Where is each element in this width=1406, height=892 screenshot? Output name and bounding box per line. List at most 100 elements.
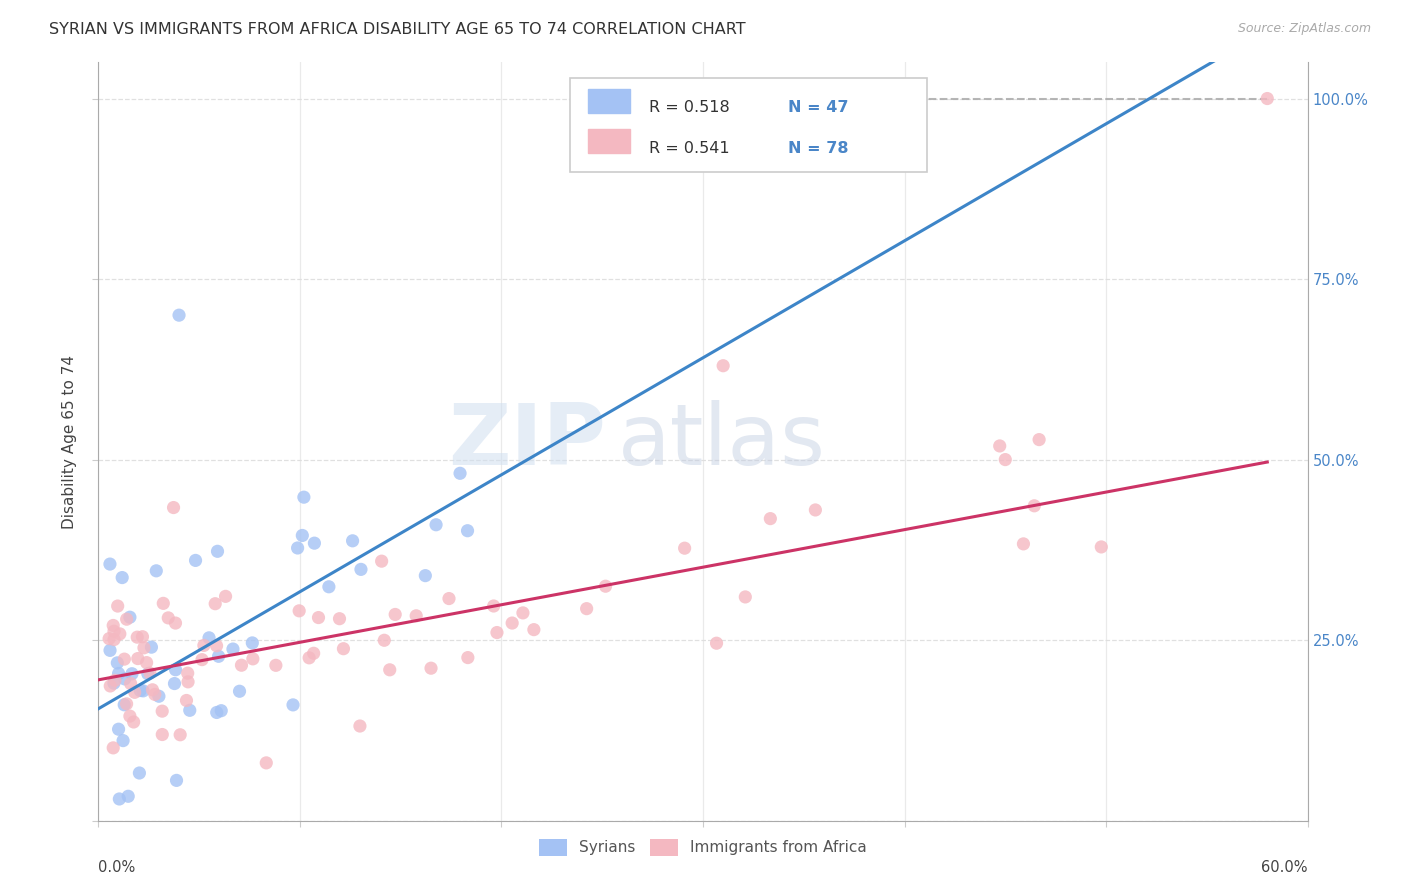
- Text: SYRIAN VS IMMIGRANTS FROM AFRICA DISABILITY AGE 65 TO 74 CORRELATION CHART: SYRIAN VS IMMIGRANTS FROM AFRICA DISABIL…: [49, 22, 745, 37]
- Point: [122, 714, 145, 729]
- Point: [165, 663, 187, 677]
- Point: [231, 658, 253, 673]
- Point: [135, 656, 157, 670]
- Point: [759, 511, 782, 525]
- Point: [103, 618, 125, 632]
- Point: [193, 639, 215, 653]
- Point: [298, 650, 321, 665]
- Point: [304, 536, 326, 550]
- Point: [129, 683, 152, 698]
- Point: [302, 646, 325, 660]
- Point: [595, 579, 617, 593]
- Text: N = 47: N = 47: [787, 101, 848, 115]
- Point: [136, 666, 159, 681]
- Point: [673, 541, 696, 556]
- Point: [281, 698, 304, 712]
- Point: [264, 658, 287, 673]
- Y-axis label: Disability Age 65 to 74: Disability Age 65 to 74: [62, 354, 77, 529]
- Point: [242, 652, 264, 666]
- Point: [373, 633, 395, 648]
- Point: [107, 666, 129, 681]
- Point: [105, 656, 128, 670]
- Point: [734, 590, 756, 604]
- Point: [205, 706, 228, 720]
- Point: [141, 640, 163, 655]
- Point: [342, 533, 364, 548]
- Point: [1024, 499, 1046, 513]
- Point: [254, 756, 277, 770]
- Point: [112, 652, 135, 666]
- Point: [1090, 540, 1112, 554]
- Point: [169, 728, 191, 742]
- Point: [163, 676, 186, 690]
- Point: [1012, 537, 1035, 551]
- Point: [437, 591, 460, 606]
- Point: [127, 651, 149, 665]
- Point: [114, 672, 136, 686]
- Point: [143, 687, 166, 701]
- Point: [205, 639, 228, 653]
- Point: [207, 544, 229, 558]
- Text: atlas: atlas: [619, 400, 827, 483]
- Point: [384, 607, 406, 622]
- Point: [148, 690, 170, 704]
- Point: [124, 685, 146, 699]
- Point: [108, 792, 131, 806]
- Point: [204, 597, 226, 611]
- Point: [512, 606, 534, 620]
- Point: [131, 630, 153, 644]
- Point: [501, 615, 523, 630]
- Point: [994, 452, 1017, 467]
- Point: [176, 666, 198, 681]
- Point: [457, 650, 479, 665]
- Point: [706, 636, 728, 650]
- Point: [103, 632, 125, 647]
- Point: [104, 673, 127, 688]
- Point: [111, 570, 134, 584]
- Point: [117, 789, 139, 804]
- Point: [198, 631, 221, 645]
- Text: R = 0.541: R = 0.541: [648, 141, 730, 155]
- Point: [804, 503, 827, 517]
- Point: [145, 564, 167, 578]
- Point: [165, 616, 187, 631]
- Point: [176, 693, 198, 707]
- Point: [107, 723, 129, 737]
- Point: [415, 568, 437, 582]
- Point: [103, 676, 125, 690]
- Point: [141, 682, 163, 697]
- Point: [120, 676, 142, 690]
- Point: [162, 500, 184, 515]
- Point: [523, 623, 546, 637]
- Point: [103, 624, 125, 639]
- Point: [108, 627, 131, 641]
- Point: [318, 580, 340, 594]
- Bar: [588, 89, 630, 113]
- Point: [378, 663, 401, 677]
- Point: [184, 553, 207, 567]
- Point: [1256, 91, 1278, 105]
- Point: [179, 703, 201, 717]
- Point: [132, 684, 155, 698]
- Point: [166, 773, 188, 788]
- Point: [118, 610, 141, 624]
- Point: [420, 661, 443, 675]
- Point: [98, 557, 121, 571]
- Point: [988, 439, 1011, 453]
- Text: ZIP: ZIP: [449, 400, 606, 483]
- Point: [98, 632, 121, 646]
- Point: [112, 698, 135, 712]
- Point: [350, 562, 373, 576]
- Point: [405, 608, 427, 623]
- Point: [228, 684, 250, 698]
- Point: [287, 541, 309, 555]
- Point: [167, 308, 190, 322]
- Point: [1028, 433, 1050, 447]
- Point: [139, 666, 162, 681]
- Point: [222, 642, 245, 657]
- Bar: [588, 129, 630, 153]
- Point: [291, 528, 314, 542]
- Point: [207, 649, 229, 664]
- Point: [121, 666, 143, 681]
- Point: [292, 490, 315, 504]
